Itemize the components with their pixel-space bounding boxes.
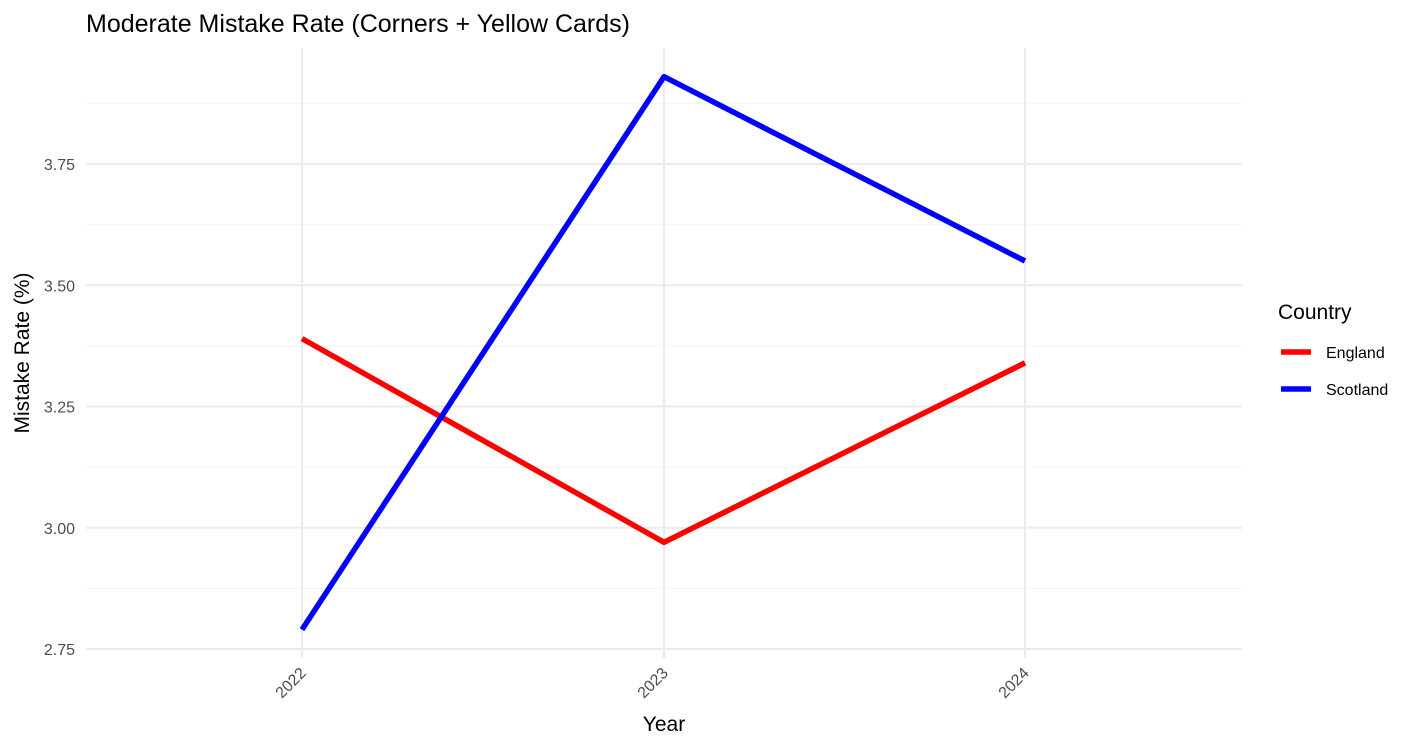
legend-label-england: England [1326, 345, 1385, 362]
x-tick-label: 2022 [273, 665, 310, 702]
legend: Country England Scotland [1278, 301, 1388, 399]
y-tick-label: 3.00 [44, 521, 75, 538]
legend-title: Country [1278, 301, 1352, 324]
legend-label-scotland: Scotland [1326, 382, 1388, 399]
chart-title: Moderate Mistake Rate (Corners + Yellow … [86, 10, 630, 38]
x-tick-label: 2023 [635, 665, 672, 702]
x-tick-label: 2024 [996, 665, 1033, 702]
y-tick-label: 3.75 [44, 157, 75, 174]
series-line-england [300, 336, 1027, 546]
x-axis-ticks: 2022 2023 2024 [273, 665, 1033, 702]
y-tick-label: 3.25 [44, 400, 75, 417]
y-axis-title: Mistake Rate (%) [11, 272, 34, 433]
series-lines [299, 73, 1027, 632]
y-tick-label: 3.50 [44, 278, 75, 295]
legend-items: England Scotland [1281, 345, 1388, 399]
x-axis-title: Year [643, 713, 685, 736]
y-tick-label: 2.75 [44, 642, 75, 659]
y-axis-ticks: 2.75 3.00 3.25 3.50 3.75 [44, 157, 75, 659]
series-line-scotland [299, 73, 1027, 632]
major-gridlines [86, 48, 1242, 658]
